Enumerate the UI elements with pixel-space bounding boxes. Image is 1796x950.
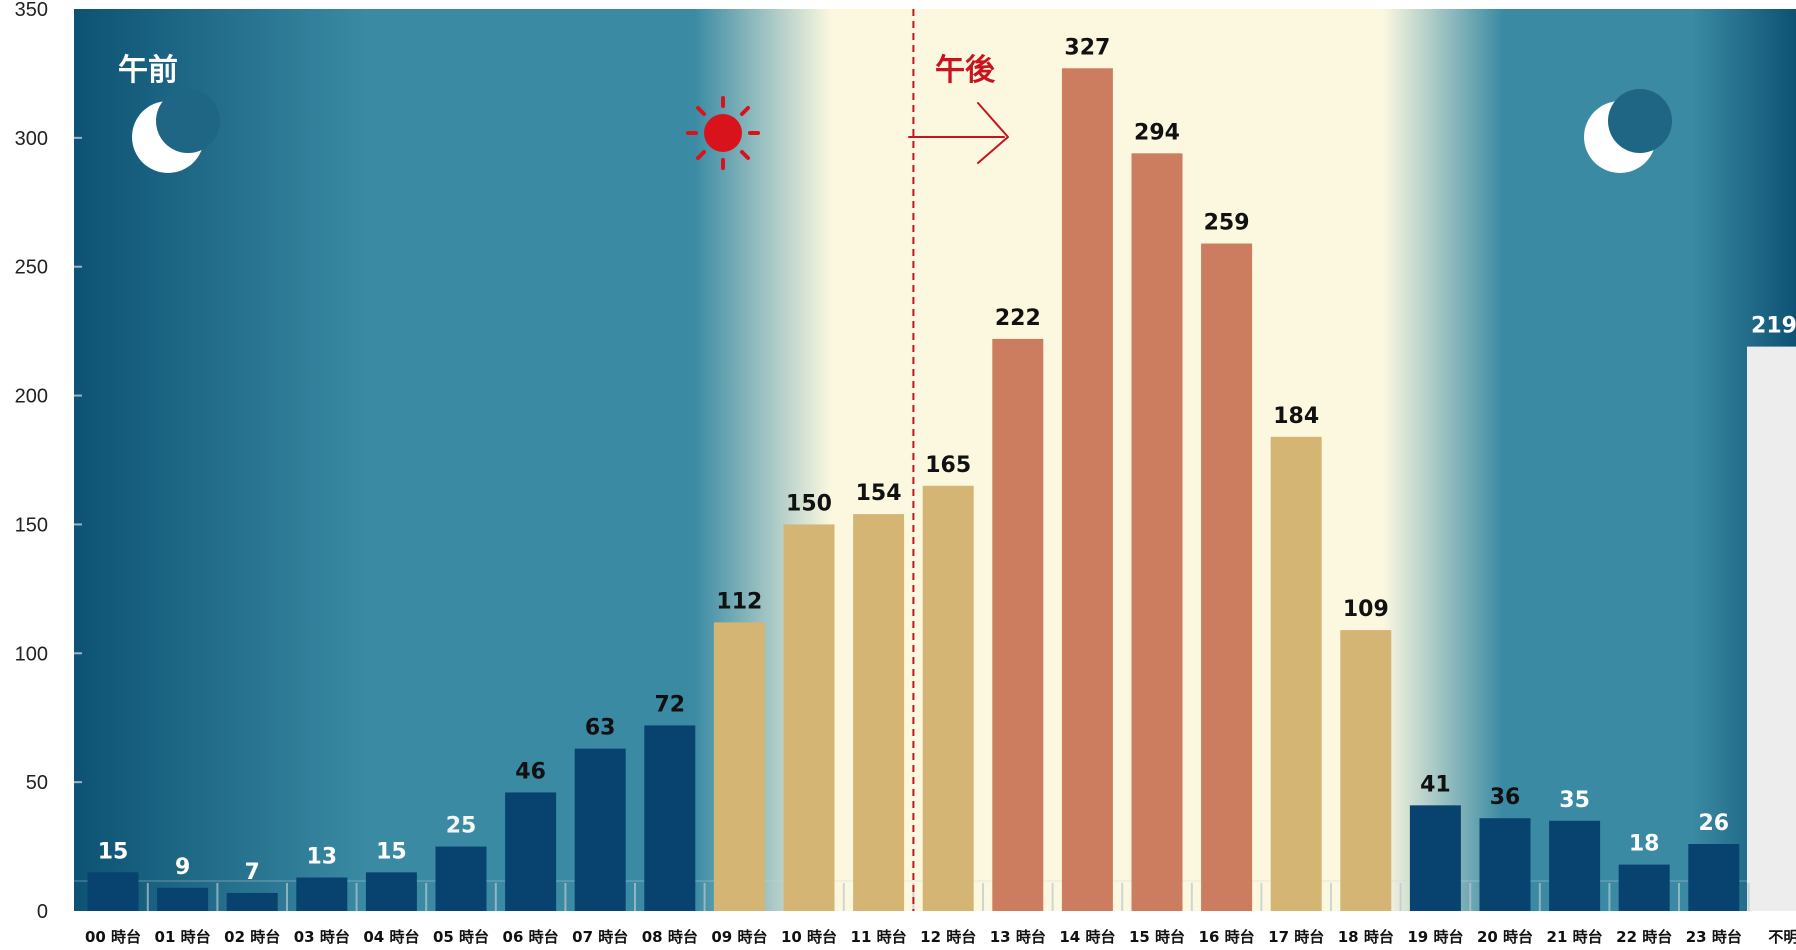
x-tick-label: 03 時台 xyxy=(294,928,350,946)
bar-08-時台 xyxy=(644,725,696,911)
bar-22-時台 xyxy=(1618,864,1670,911)
x-tick-label: 11 時台 xyxy=(851,928,907,946)
data-label: 294 xyxy=(1134,120,1180,145)
bar-02-時台 xyxy=(226,892,278,911)
y-tick-label: 250 xyxy=(15,257,48,279)
data-label: 154 xyxy=(856,481,902,506)
x-tick-label: 08 時台 xyxy=(642,928,698,946)
x-tick-label: 不明 xyxy=(1768,928,1796,946)
data-label: 222 xyxy=(995,306,1041,331)
bar-07-時台 xyxy=(574,748,626,911)
data-label: 13 xyxy=(306,844,337,869)
data-label: 63 xyxy=(585,716,616,741)
data-label: 327 xyxy=(1064,35,1110,60)
y-tick-label: 0 xyxy=(37,901,48,923)
x-tick-label: 15 時台 xyxy=(1129,928,1185,946)
data-label: 15 xyxy=(98,839,129,864)
x-tick-label: 19 時台 xyxy=(1407,928,1463,946)
data-label: 36 xyxy=(1490,785,1521,810)
data-label: 259 xyxy=(1204,211,1250,236)
data-label: 109 xyxy=(1343,597,1389,622)
crescent-moon-icon xyxy=(132,89,220,173)
data-label: 184 xyxy=(1273,404,1319,429)
data-label: 7 xyxy=(245,860,260,885)
bar-19-時台 xyxy=(1409,805,1461,911)
y-tick-label: 350 xyxy=(15,0,48,21)
x-tick-label: 17 時台 xyxy=(1268,928,1324,946)
x-tick-label: 16 時台 xyxy=(1199,928,1255,946)
bar-23-時台 xyxy=(1688,843,1740,911)
bar-16-時台 xyxy=(1201,243,1253,911)
bar-不明 xyxy=(1747,346,1796,911)
data-label: 15 xyxy=(376,839,407,864)
y-axis: 0 50 100 150 200 250 300 350 xyxy=(15,0,82,923)
y-tick-label: 150 xyxy=(15,514,48,536)
x-tick-label: 04 時台 xyxy=(363,928,419,946)
y-tick-label: 50 xyxy=(26,772,48,794)
data-label: 35 xyxy=(1559,788,1590,813)
bar-13-時台 xyxy=(992,338,1044,912)
bar-03-時台 xyxy=(296,877,348,911)
data-label: 72 xyxy=(654,692,685,717)
pm-label: 午後 xyxy=(935,53,996,88)
y-tick-label: 100 xyxy=(15,643,48,665)
x-tick-label: 22 時台 xyxy=(1616,928,1672,946)
x-tick-label: 01 時台 xyxy=(155,928,211,946)
data-label: 26 xyxy=(1698,811,1729,836)
bar-12-時台 xyxy=(922,485,974,911)
am-label: 午前 xyxy=(118,53,178,88)
bar-05-時台 xyxy=(435,846,487,911)
bar-04-時台 xyxy=(365,872,417,911)
data-label: 9 xyxy=(175,855,190,880)
x-tick-label: 02 時台 xyxy=(224,928,280,946)
x-tick-label: 06 時台 xyxy=(503,928,559,946)
y-tick-label: 200 xyxy=(15,386,48,408)
x-tick-label: 09 時台 xyxy=(711,928,767,946)
data-label: 219 xyxy=(1751,314,1796,339)
x-axis: 00 時台 01 時台 02 時台 03 時台 04 時台 05 時台 06 時台 07 時台… xyxy=(85,883,1796,946)
data-labels: 15 9 7 13 15 25 46 63 72 112 150 154 165 222 327 294 259… xyxy=(98,35,1796,885)
bar-15-時台 xyxy=(1131,153,1183,911)
bar-21-時台 xyxy=(1549,820,1601,911)
data-label: 25 xyxy=(446,814,477,839)
y-tick-label: 300 xyxy=(15,128,48,150)
data-label: 165 xyxy=(925,453,971,478)
x-tick-label: 10 時台 xyxy=(781,928,837,946)
bar-01-時台 xyxy=(157,887,209,911)
x-tick-label: 13 時台 xyxy=(990,928,1046,946)
x-tick-label: 23 時台 xyxy=(1686,928,1742,946)
data-label: 46 xyxy=(515,759,546,784)
data-label: 150 xyxy=(786,491,832,516)
bar-09-時台 xyxy=(713,622,765,911)
bar-10-時台 xyxy=(783,524,835,911)
x-tick-label: 12 時台 xyxy=(920,928,976,946)
bar-06-時台 xyxy=(505,792,557,911)
bar-11-時台 xyxy=(853,514,905,911)
bar-20-時台 xyxy=(1479,818,1531,911)
crescent-moon-icon xyxy=(1584,89,1672,173)
data-label: 112 xyxy=(716,589,762,614)
bar-series xyxy=(74,68,1796,912)
x-tick-label: 20 時台 xyxy=(1477,928,1533,946)
bar-17-時台 xyxy=(1270,436,1322,911)
bar-14-時台 xyxy=(1061,68,1113,911)
bar-18-時台 xyxy=(1340,630,1392,911)
x-tick-label: 00 時台 xyxy=(85,928,141,946)
x-tick-label: 05 時台 xyxy=(433,928,489,946)
data-label: 18 xyxy=(1629,832,1660,857)
x-tick-label: 18 時台 xyxy=(1338,928,1394,946)
right-arrow-icon xyxy=(908,102,1009,164)
sun-icon xyxy=(686,96,760,170)
x-tick-label: 21 時台 xyxy=(1547,928,1603,946)
data-label: 41 xyxy=(1420,772,1451,797)
x-tick-label: 14 時台 xyxy=(1059,928,1115,946)
x-tick-label: 07 時台 xyxy=(572,928,628,946)
bar-00-時台 xyxy=(87,872,139,911)
